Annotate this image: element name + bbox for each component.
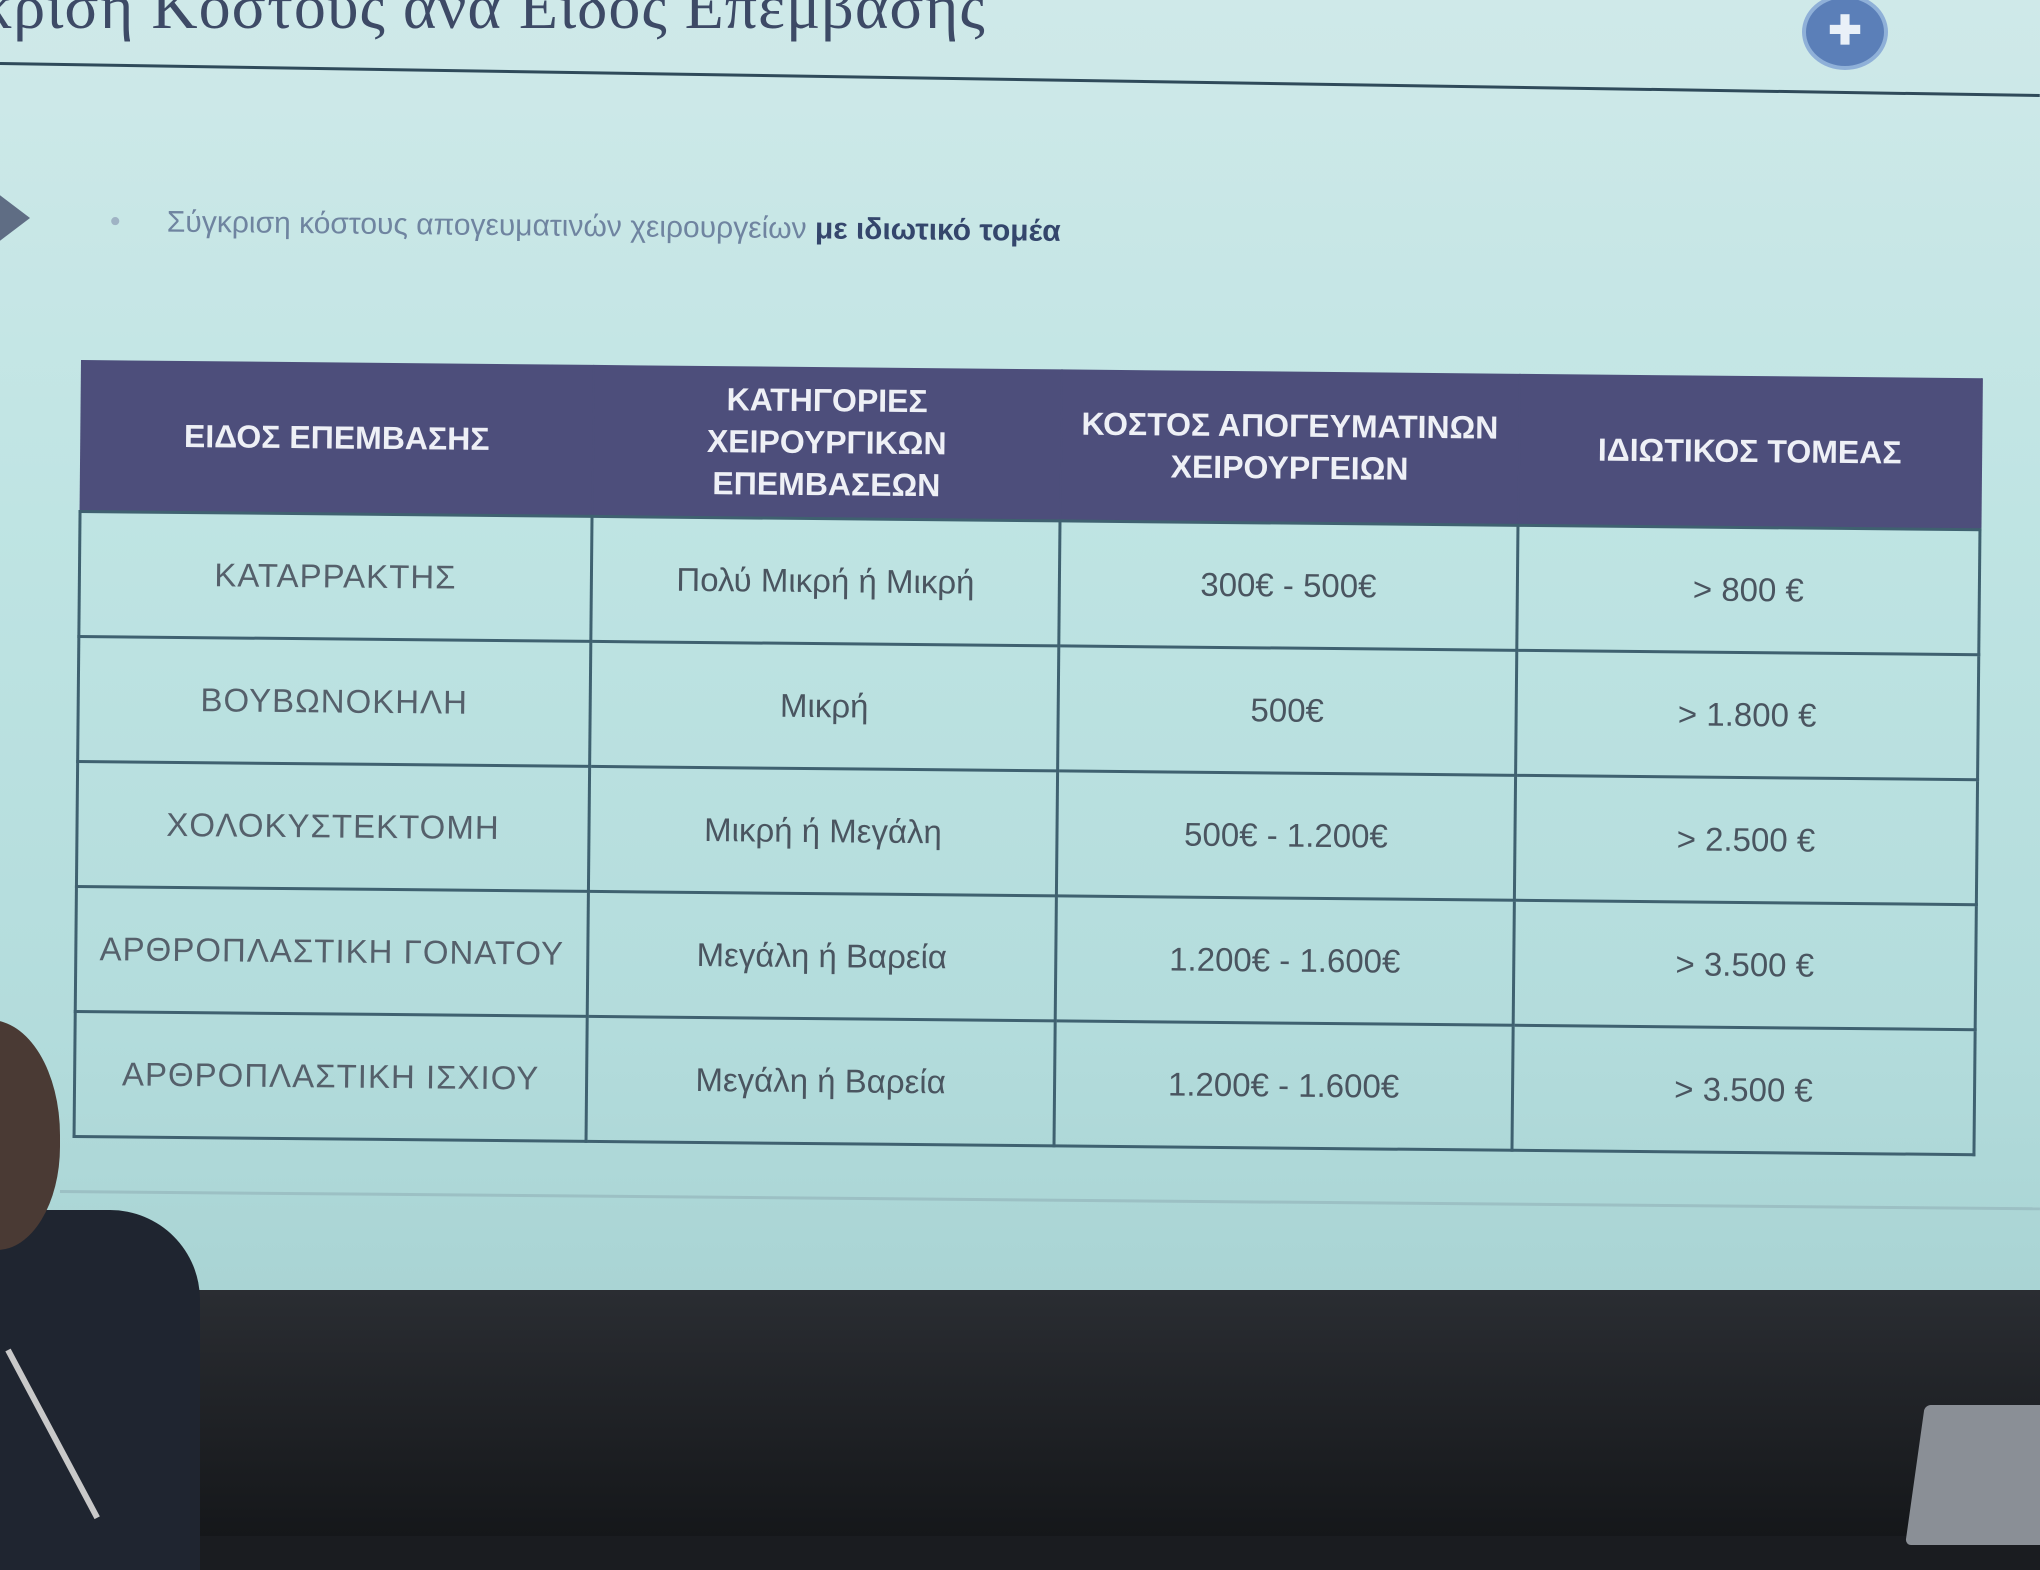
projected-slide: κριση Κοστους ανα Ειδος Επεμβασης ✚ • Σύ…	[0, 0, 2040, 1290]
header-private-sector: ΙΔΙΩΤΙΚΟΣ ΤΟΜΕΑΣ	[1517, 373, 1982, 530]
cell-procedure: ΑΡΘΡΟΠΛΑΣΤΙΚΗ ΙΣΧΙΟΥ	[74, 1011, 588, 1142]
cell-private-cost: > 3.500 €	[1513, 900, 1977, 1030]
footer-divider	[59, 1190, 2040, 1211]
cell-procedure: ΚΑΤΑΡΡΑΚΤΗΣ	[78, 511, 593, 642]
table-row: ΒΟΥΒΩΝΟΚΗΛΗ Μικρή 500€ > 1.800 €	[77, 636, 1979, 780]
speaker-body	[0, 1210, 200, 1570]
table-row: ΑΡΘΡΟΠΛΑΣΤΙΚΗ ΓΟΝΑΤΟΥ Μεγάλη ή Βαρεία 1.…	[75, 886, 1977, 1030]
cell-afternoon-cost: 500€	[1057, 645, 1517, 776]
cell-category: Μικρή	[589, 641, 1059, 771]
nav-arrow-icon	[0, 180, 30, 256]
cell-private-cost: > 3.500 €	[1511, 1025, 1976, 1155]
table-row: ΚΑΤΑΡΡΑΚΤΗΣ Πολύ Μικρή ή Μικρή 300€ - 50…	[78, 511, 1980, 655]
header-procedure-type: ΕΙΔΟΣ ΕΠΕΜΒΑΣΗΣ	[80, 360, 594, 517]
cost-comparison-table: ΕΙΔΟΣ ΕΠΕΜΒΑΣΗΣ ΚΑΤΗΓΟΡΙΕΣ ΧΕΙΡΟΥΡΓΙΚΩΝ …	[73, 360, 1982, 1156]
cell-afternoon-cost: 1.200€ - 1.600€	[1055, 895, 1515, 1026]
slide-bullet: • Σύγκριση κόστους απογευματινών χειρουρ…	[110, 205, 1061, 249]
bullet-text-regular: Σύγκριση κόστους απογευματινών χειρουργε…	[166, 205, 807, 246]
cell-category: Πολύ Μικρή ή Μικρή	[590, 516, 1061, 646]
cell-procedure: ΧΟΛΟΚΥΣΤΕΚΤΟΜΗ	[76, 761, 590, 892]
cell-private-cost: > 1.800 €	[1515, 650, 1979, 780]
bullet-dot-icon: •	[109, 205, 121, 239]
header-afternoon-cost: ΚΟΣΤΟΣ ΑΠΟΓΕΥΜΑΤΙΝΩΝ ΧΕΙΡΟΥΡΓΕΙΩΝ	[1060, 369, 1520, 526]
cell-category: Μεγάλη ή Βαρεία	[586, 1016, 1056, 1146]
cell-afternoon-cost: 500€ - 1.200€	[1056, 770, 1516, 901]
ministry-emblem-icon: ✚	[1802, 0, 1888, 70]
table-row: ΑΡΘΡΟΠΛΑΣΤΙΚΗ ΙΣΧΙΟΥ Μεγάλη ή Βαρεία 1.2…	[74, 1011, 1976, 1155]
laptop	[1905, 1405, 2040, 1545]
cell-category: Μικρή ή Μεγάλη	[588, 766, 1058, 896]
conference-desk	[0, 1290, 2040, 1536]
table-header-row: ΕΙΔΟΣ ΕΠΕΜΒΑΣΗΣ ΚΑΤΗΓΟΡΙΕΣ ΧΕΙΡΟΥΡΓΙΚΩΝ …	[80, 360, 1982, 530]
title-divider	[0, 62, 2040, 98]
cell-afternoon-cost: 300€ - 500€	[1058, 520, 1518, 651]
table-row: ΧΟΛΟΚΥΣΤΕΚΤΟΜΗ Μικρή ή Μεγάλη 500€ - 1.2…	[76, 761, 1978, 905]
header-surgery-category: ΚΑΤΗΓΟΡΙΕΣ ΧΕΙΡΟΥΡΓΙΚΩΝ ΕΠΕΜΒΑΣΕΩΝ	[592, 364, 1062, 521]
cell-category: Μεγάλη ή Βαρεία	[587, 891, 1057, 1021]
cell-afternoon-cost: 1.200€ - 1.600€	[1054, 1020, 1514, 1151]
cell-procedure: ΒΟΥΒΩΝΟΚΗΛΗ	[77, 636, 591, 767]
slide-title: κριση Κοστους ανα Ειδος Επεμβασης	[0, 0, 986, 42]
cell-procedure: ΑΡΘΡΟΠΛΑΣΤΙΚΗ ΓΟΝΑΤΟΥ	[75, 886, 589, 1017]
bullet-text-bold: με ιδιωτικό τομέα	[814, 212, 1061, 248]
cell-private-cost: > 800 €	[1516, 525, 1980, 655]
cell-private-cost: > 2.500 €	[1514, 775, 1978, 905]
